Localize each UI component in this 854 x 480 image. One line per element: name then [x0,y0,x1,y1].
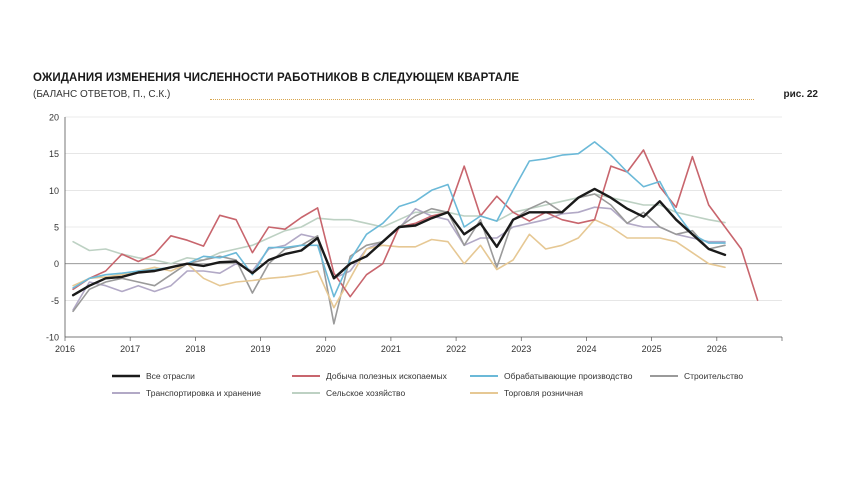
legend-label: Строительство [684,371,743,381]
x-tick-label: 2026 [707,344,727,354]
y-tick-label: 10 [49,186,59,196]
x-tick-label: 2024 [576,344,596,354]
series-line-0 [71,187,727,297]
title-divider [210,99,754,100]
legend-label: Обрабатывающие производство [504,371,633,381]
x-tick-label: 2018 [185,344,205,354]
chart-title: ОЖИДАНИЯ ИЗМЕНЕНИЯ ЧИСЛЕННОСТИ РАБОТНИКО… [33,72,520,84]
legend-label: Добыча полезных ископаемых [326,371,448,381]
y-tick-label: -5 [51,296,59,306]
x-tick-label: 2017 [120,344,140,354]
y-tick-label: -10 [46,333,59,343]
series-line-6 [72,218,726,309]
x-tick-label: 2016 [55,344,75,354]
x-tick-label: 2019 [251,344,271,354]
x-tick-label: 2022 [446,344,466,354]
chart-subtitle: (БАЛАНС ОТВЕТОВ, П., С.К.) [33,89,171,100]
legend-label: Все отрасли [146,371,195,381]
figure-label: рис. 22 [783,89,819,100]
x-tick-label: 2025 [642,344,662,354]
legend-label: Сельское хозяйство [326,388,405,398]
y-tick-label: 0 [54,259,59,269]
y-tick-label: 20 [49,113,59,123]
series-line-5 [72,193,726,265]
x-tick-label: 2020 [316,344,336,354]
y-tick-label: 5 [54,223,59,233]
series-line-3 [72,193,726,325]
x-tick-label: 2023 [511,344,531,354]
series-line-1 [72,149,759,302]
y-tick-label: 15 [49,149,59,159]
legend-label: Торговля розничная [504,388,583,398]
legend-label: Транспортировка и хранение [146,388,261,398]
x-tick-label: 2021 [381,344,401,354]
